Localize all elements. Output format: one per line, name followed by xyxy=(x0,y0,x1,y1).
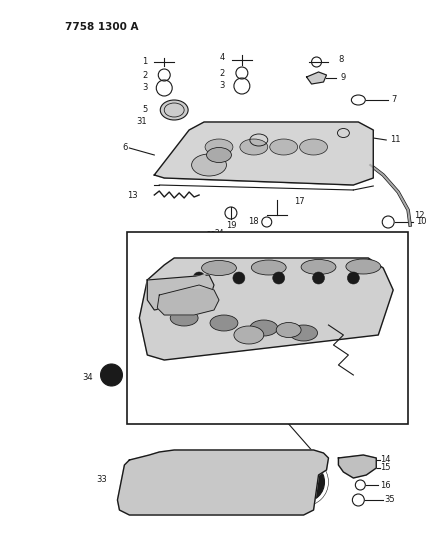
Text: 6: 6 xyxy=(122,143,127,152)
Circle shape xyxy=(273,272,285,284)
Text: 25: 25 xyxy=(206,231,216,240)
Text: 11: 11 xyxy=(390,135,401,144)
Text: 28: 28 xyxy=(393,303,404,312)
Text: 33: 33 xyxy=(97,475,108,484)
Text: 29: 29 xyxy=(366,335,377,344)
Circle shape xyxy=(189,462,229,502)
Text: 35: 35 xyxy=(384,496,395,505)
Ellipse shape xyxy=(299,139,327,155)
Circle shape xyxy=(291,458,299,466)
Ellipse shape xyxy=(240,139,268,155)
Polygon shape xyxy=(139,258,393,360)
Text: 18: 18 xyxy=(248,217,259,227)
Circle shape xyxy=(243,458,251,466)
Text: 13: 13 xyxy=(127,190,137,199)
Text: 4: 4 xyxy=(220,53,225,62)
Text: 17: 17 xyxy=(293,198,304,206)
Circle shape xyxy=(314,458,323,466)
Polygon shape xyxy=(118,450,329,515)
Polygon shape xyxy=(147,275,214,310)
Circle shape xyxy=(347,272,360,284)
Circle shape xyxy=(100,364,122,386)
Polygon shape xyxy=(338,455,376,478)
Circle shape xyxy=(193,272,205,284)
Text: 16: 16 xyxy=(380,481,391,489)
Ellipse shape xyxy=(202,261,236,276)
Text: 8: 8 xyxy=(338,55,344,64)
Ellipse shape xyxy=(160,100,188,120)
Text: 3: 3 xyxy=(220,82,225,91)
Circle shape xyxy=(147,458,155,466)
Polygon shape xyxy=(157,285,219,315)
Text: 9: 9 xyxy=(341,74,346,83)
Circle shape xyxy=(141,462,181,502)
Text: 2: 2 xyxy=(142,70,147,79)
Ellipse shape xyxy=(170,310,198,326)
Text: 7: 7 xyxy=(391,95,396,104)
Polygon shape xyxy=(189,275,209,288)
Circle shape xyxy=(313,272,324,284)
Text: 20: 20 xyxy=(174,263,184,272)
Bar xyxy=(127,232,408,424)
Polygon shape xyxy=(307,72,326,84)
Text: 34: 34 xyxy=(82,374,93,383)
Text: 23: 23 xyxy=(247,233,257,243)
Text: 19: 19 xyxy=(226,221,236,230)
Ellipse shape xyxy=(206,148,231,163)
Text: 36: 36 xyxy=(267,358,278,367)
Circle shape xyxy=(237,462,277,502)
Text: 14: 14 xyxy=(380,456,391,464)
Ellipse shape xyxy=(250,320,278,336)
Ellipse shape xyxy=(205,139,233,155)
Ellipse shape xyxy=(373,301,393,316)
Text: 10: 10 xyxy=(416,217,426,227)
Ellipse shape xyxy=(276,322,301,337)
Text: 12: 12 xyxy=(414,211,425,220)
Text: 5: 5 xyxy=(142,106,147,115)
Text: 3: 3 xyxy=(142,84,147,93)
Polygon shape xyxy=(154,122,373,185)
Ellipse shape xyxy=(290,325,317,341)
Circle shape xyxy=(285,462,324,502)
Ellipse shape xyxy=(251,260,286,275)
Text: 31: 31 xyxy=(137,117,147,126)
Text: 2: 2 xyxy=(220,69,225,77)
Text: 26: 26 xyxy=(197,232,207,241)
Ellipse shape xyxy=(270,139,298,155)
Text: 22: 22 xyxy=(146,313,156,322)
Text: 15: 15 xyxy=(380,464,391,472)
Ellipse shape xyxy=(234,326,264,344)
Text: 1: 1 xyxy=(142,58,147,67)
Text: 21: 21 xyxy=(172,279,182,287)
Ellipse shape xyxy=(210,315,238,331)
Ellipse shape xyxy=(192,154,227,176)
Circle shape xyxy=(233,272,245,284)
Text: 32: 32 xyxy=(187,398,197,407)
Circle shape xyxy=(195,458,203,466)
Text: 27: 27 xyxy=(311,233,321,243)
Text: 7758 1300 A: 7758 1300 A xyxy=(65,22,138,32)
Ellipse shape xyxy=(301,260,336,274)
Text: 30: 30 xyxy=(213,385,224,394)
Text: 24: 24 xyxy=(214,229,224,238)
Ellipse shape xyxy=(346,259,381,274)
